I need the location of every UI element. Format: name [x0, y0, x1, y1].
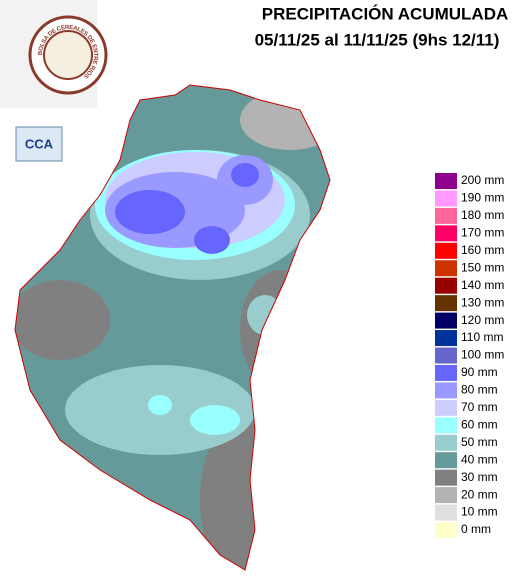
legend-label: 80 mm — [461, 383, 498, 397]
legend-swatch — [435, 364, 457, 381]
legend-swatch — [435, 417, 457, 434]
legend-swatch — [435, 207, 457, 224]
legend-swatch — [435, 277, 457, 294]
field-50 — [247, 295, 283, 335]
legend-swatch — [435, 522, 457, 538]
legend-label: 70 mm — [461, 400, 498, 414]
field-90 — [231, 163, 259, 187]
legend: 200 mm 190 mm 180 mm 170 mm 160 mm 150 mm 140 … — [435, 173, 504, 538]
legend-label: 60 mm — [461, 417, 498, 431]
badge-text: CCA — [25, 136, 54, 151]
legend-label: 170 mm — [461, 226, 504, 240]
legend-label: 140 mm — [461, 278, 504, 292]
subtitle: 05/11/25 al 11/11/25 (9hs 12/11) — [255, 30, 500, 49]
legend-label: 90 mm — [461, 365, 498, 379]
legend-label: 130 mm — [461, 295, 504, 309]
badge — [15, 126, 63, 162]
legend-label: 40 mm — [461, 452, 498, 466]
field-90 — [194, 226, 230, 254]
legend-swatch — [435, 330, 457, 347]
legend-swatch — [435, 469, 457, 486]
legend-label: 120 mm — [461, 313, 504, 327]
legend-swatch — [435, 312, 457, 329]
legend-label: 160 mm — [461, 243, 504, 257]
legend-swatch — [435, 260, 457, 277]
legend-label: 10 mm — [461, 505, 498, 519]
legend-swatch — [435, 382, 457, 399]
legend-swatch — [435, 452, 457, 469]
field-60 — [148, 395, 172, 415]
field-90 — [115, 190, 185, 234]
field-60 — [190, 405, 240, 435]
legend-swatch — [435, 504, 457, 521]
legend-swatch — [435, 173, 457, 189]
legend-label: 150 mm — [461, 260, 504, 274]
legend-label: 180 mm — [461, 208, 504, 222]
legend-label: 30 mm — [461, 470, 498, 484]
legend-swatch — [435, 295, 457, 312]
legend-label: 0 mm — [461, 522, 491, 536]
legend-label: 20 mm — [461, 487, 498, 501]
legend-swatch — [435, 399, 457, 416]
legend-label: 190 mm — [461, 191, 504, 205]
field-20 — [240, 90, 330, 150]
legend-swatch — [435, 347, 457, 364]
legend-swatch — [435, 225, 457, 242]
legend-label: 110 mm — [461, 330, 503, 344]
legend-swatch — [435, 190, 457, 207]
legend-label: 50 mm — [461, 435, 498, 449]
legend-swatch — [435, 487, 457, 504]
legend-swatch — [435, 434, 457, 451]
title: PRECIPITACIÓN ACUMULADA — [262, 4, 509, 23]
legend-swatch — [435, 242, 457, 259]
field-30 — [15, 280, 110, 360]
legend-label: 200 mm — [461, 173, 504, 187]
logo-inner — [43, 30, 93, 80]
legend-label: 100 mm — [461, 348, 504, 362]
